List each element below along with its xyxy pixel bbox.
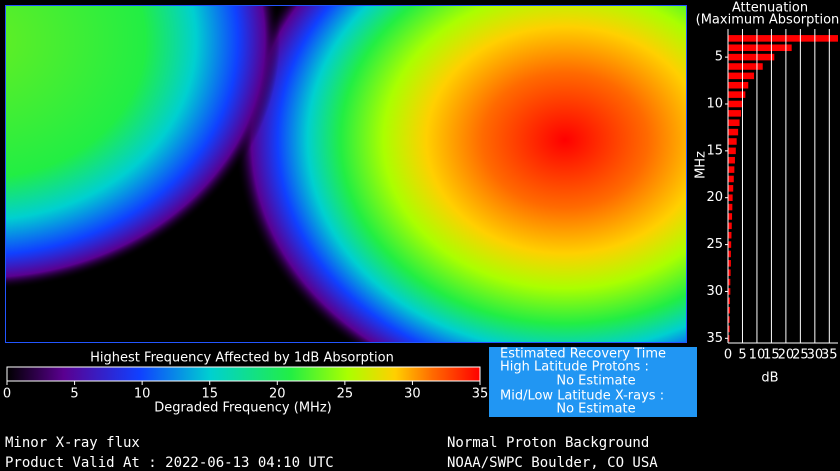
chart-title: Attenuation xyxy=(732,1,808,16)
bar xyxy=(728,100,743,108)
colorbar-tick-label: 0 xyxy=(3,387,11,402)
colorbar-title: Highest Frequency Affected by 1dB Absorp… xyxy=(90,351,394,366)
colorbar-tick-label: 5 xyxy=(70,387,78,402)
bar xyxy=(728,175,734,183)
y-tick-label: 20 xyxy=(706,190,723,205)
bar xyxy=(728,325,730,333)
mid-lat-value: No Estimate xyxy=(556,402,635,417)
bar xyxy=(728,156,735,164)
bar xyxy=(728,213,733,220)
colorbar-label: Degraded Frequency (MHz) xyxy=(154,401,331,416)
high-lat-value: No Estimate xyxy=(556,374,635,389)
colorbar-tick-label: 30 xyxy=(404,387,421,402)
x-tick-label: 25 xyxy=(792,348,809,363)
x-tick-label: 0 xyxy=(724,348,732,363)
x-tick-label: 10 xyxy=(749,348,766,363)
y-tick-label: 5 xyxy=(715,50,723,65)
bar xyxy=(728,138,737,145)
bar xyxy=(728,147,736,155)
bar xyxy=(728,306,731,314)
footer-left-1: Minor X-ray flux xyxy=(5,435,140,451)
bar xyxy=(728,278,731,286)
colorbar xyxy=(6,366,481,382)
x-tick-label: 15 xyxy=(763,348,780,363)
colorbar-tick-label: 35 xyxy=(472,387,489,402)
colorbar-tick-label: 10 xyxy=(134,387,151,402)
colorbar-tick-label: 15 xyxy=(201,387,218,402)
bar xyxy=(728,203,733,211)
bar xyxy=(728,231,732,239)
bar xyxy=(728,166,735,173)
recovery-title: Estimated Recovery Time xyxy=(500,347,666,362)
bar xyxy=(728,63,763,70)
y-tick-label: 15 xyxy=(706,143,723,158)
bar xyxy=(728,91,746,98)
mid-lat-label: Mid/Low Latitude X-rays : xyxy=(500,389,664,404)
bar xyxy=(728,128,739,136)
y-axis-label: MHz xyxy=(694,151,709,179)
recovery-box xyxy=(489,347,697,417)
bar xyxy=(728,335,730,342)
y-tick-label: 35 xyxy=(706,331,723,346)
bar xyxy=(728,194,733,201)
colorbar-tick-label: 20 xyxy=(269,387,286,402)
bar xyxy=(728,222,732,230)
bar xyxy=(728,81,749,89)
bar xyxy=(728,35,838,42)
absorption-map xyxy=(5,5,687,343)
y-tick-label: 10 xyxy=(706,96,723,111)
bar xyxy=(728,288,731,295)
bar xyxy=(728,297,731,305)
bar xyxy=(728,53,775,61)
bar xyxy=(728,119,740,127)
bar xyxy=(728,269,731,276)
colorbar-tick-label: 25 xyxy=(337,387,354,402)
x-tick-label: 35 xyxy=(821,348,838,363)
chart-subtitle: (Maximum Absorption) xyxy=(696,13,840,28)
footer-right-1: Normal Proton Background xyxy=(447,435,649,451)
footer-left-2: Product Valid At : 2022-06-13 04:10 UTC xyxy=(5,455,334,471)
bar xyxy=(728,185,734,192)
bar xyxy=(728,250,731,258)
bar xyxy=(728,72,755,80)
footer-right-2: NOAA/SWPC Boulder, CO USA xyxy=(447,455,658,471)
high-lat-label: High Latitude Protons : xyxy=(500,360,649,375)
bar xyxy=(728,110,742,117)
bar xyxy=(728,44,792,52)
bar xyxy=(728,316,730,323)
bar xyxy=(728,260,731,267)
x-tick-label: 20 xyxy=(778,348,795,363)
x-tick-label: 5 xyxy=(738,348,746,363)
x-axis-label: dB xyxy=(761,371,778,386)
x-tick-label: 30 xyxy=(807,348,824,363)
y-tick-label: 30 xyxy=(706,284,723,299)
bar xyxy=(728,241,732,248)
y-tick-label: 25 xyxy=(706,237,723,252)
